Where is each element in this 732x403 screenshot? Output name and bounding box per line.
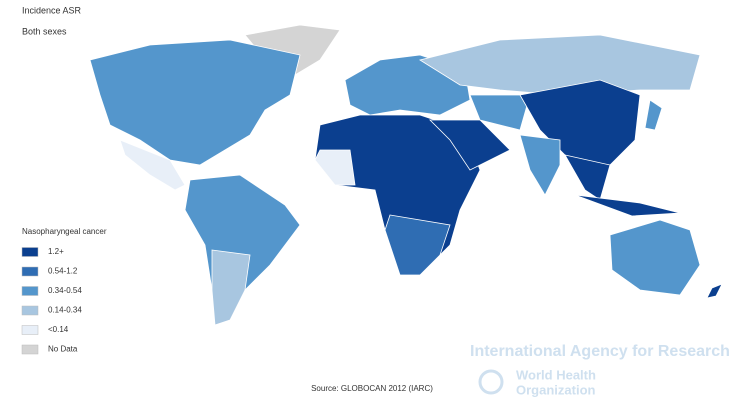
legend-swatch <box>21 325 39 335</box>
who-name-line1: World Health <box>516 367 596 382</box>
north-america <box>89 39 301 166</box>
india <box>519 134 561 196</box>
legend-label: 0.54-1.2 <box>48 267 78 276</box>
legend-title: Nasopharyngeal cancer <box>22 227 107 236</box>
source: Source: GLOBOCAN 2012 (IARC) <box>311 384 433 393</box>
south-america-south <box>211 249 251 326</box>
russia <box>418 34 701 96</box>
legend-label: 0.14-0.34 <box>48 306 82 315</box>
new-zealand <box>706 283 723 299</box>
legend-label: No Data <box>48 345 78 354</box>
south-america <box>184 174 301 326</box>
legend-label: <0.14 <box>48 325 69 334</box>
watermark: International Agency for Research on Can… <box>470 343 732 360</box>
middle-east <box>429 119 511 171</box>
legend: Nasopharyngeal cancer 1.2+ 0.54-1.2 0.34-0… <box>21 227 107 355</box>
central-america <box>119 139 186 191</box>
southern-africa <box>384 214 451 276</box>
legend-swatch <box>21 344 39 355</box>
australia <box>609 219 701 296</box>
legend-swatch <box>21 286 39 296</box>
west-africa <box>314 149 356 186</box>
legend-label: 1.2+ <box>48 247 64 256</box>
legend-label: 0.34-0.54 <box>48 286 82 295</box>
map-subtitle: Both sexes <box>22 26 67 36</box>
legend-swatch <box>21 266 39 277</box>
world-map <box>89 24 723 326</box>
indonesia <box>574 194 681 217</box>
legend-swatch <box>21 305 39 316</box>
who-logo <box>478 369 504 395</box>
japan <box>644 99 663 131</box>
legend-swatch <box>21 247 39 257</box>
china <box>519 79 641 166</box>
central-asia <box>469 94 531 131</box>
who-name-line2: Organization <box>516 382 596 397</box>
map-title: Incidence ASR <box>22 5 82 15</box>
